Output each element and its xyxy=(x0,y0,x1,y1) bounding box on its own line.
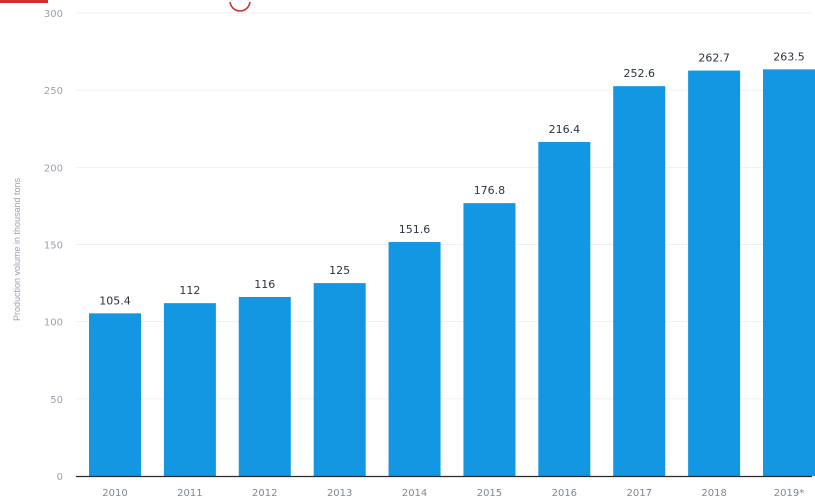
data-label: 125 xyxy=(329,264,350,277)
x-tick-label: 2010 xyxy=(102,488,127,499)
bar-2018 xyxy=(688,70,741,476)
logo-arc-icon xyxy=(229,1,251,12)
bar-2010 xyxy=(89,313,141,476)
data-label: 216.4 xyxy=(549,123,581,136)
data-label: 252.6 xyxy=(623,67,655,80)
x-tick-label: 2016 xyxy=(552,488,577,499)
y-tick-label: 150 xyxy=(44,241,63,252)
data-label: 176.8 xyxy=(474,184,506,197)
y-tick-label: 100 xyxy=(44,318,63,329)
bar-2014 xyxy=(388,242,441,476)
bar-2011 xyxy=(163,303,216,476)
bar-2017 xyxy=(613,86,666,477)
y-tick-label: 50 xyxy=(50,395,63,406)
data-label: 105.4 xyxy=(99,294,131,307)
y-axis-ticks: 0 50 100 150 200 250 300 xyxy=(44,9,63,483)
y-tick-label: 0 xyxy=(57,472,63,483)
data-label: 262.7 xyxy=(698,52,730,65)
x-tick-label: 2017 xyxy=(626,488,651,499)
bars xyxy=(89,69,815,477)
bar-2013 xyxy=(313,283,366,476)
y-tick-label: 300 xyxy=(44,9,63,20)
x-tick-label: 2013 xyxy=(327,488,352,499)
x-tick-label: 2012 xyxy=(252,488,277,499)
y-tick-label: 250 xyxy=(44,86,63,97)
bar-2012 xyxy=(238,296,291,476)
logo-bar xyxy=(0,0,48,3)
bar-2015 xyxy=(463,203,516,476)
x-tick-label: 2019* xyxy=(774,488,804,499)
data-label: 112 xyxy=(179,284,200,297)
logo-fragment xyxy=(0,0,251,12)
x-tick-label: 2018 xyxy=(701,488,726,499)
x-tick-label: 2014 xyxy=(402,488,427,499)
data-label: 151.6 xyxy=(399,223,431,236)
bar-2016 xyxy=(538,142,591,477)
data-label: 116 xyxy=(254,278,275,291)
bar-2019 xyxy=(763,69,815,476)
y-tick-label: 200 xyxy=(44,163,63,174)
y-axis-title: Production volume in thousand tons xyxy=(12,177,22,321)
x-axis-ticks: 2010 2011 2012 2013 2014 2015 2016 2017 2018 2019… xyxy=(102,488,804,499)
x-tick-label: 2015 xyxy=(477,488,502,499)
data-label: 263.5 xyxy=(773,50,805,63)
x-tick-label: 2011 xyxy=(177,488,202,499)
data-labels: 105.4 112 116 125 151.6 176.8 216.4 252.6 262.7 2… xyxy=(99,50,805,307)
